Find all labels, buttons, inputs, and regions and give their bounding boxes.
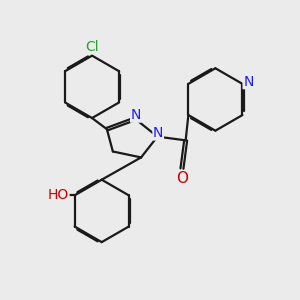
- Text: N: N: [131, 108, 141, 122]
- Text: N: N: [243, 75, 254, 88]
- Text: N: N: [153, 126, 164, 140]
- Text: HO: HO: [48, 188, 69, 202]
- Text: Cl: Cl: [85, 40, 99, 54]
- Text: O: O: [176, 171, 188, 186]
